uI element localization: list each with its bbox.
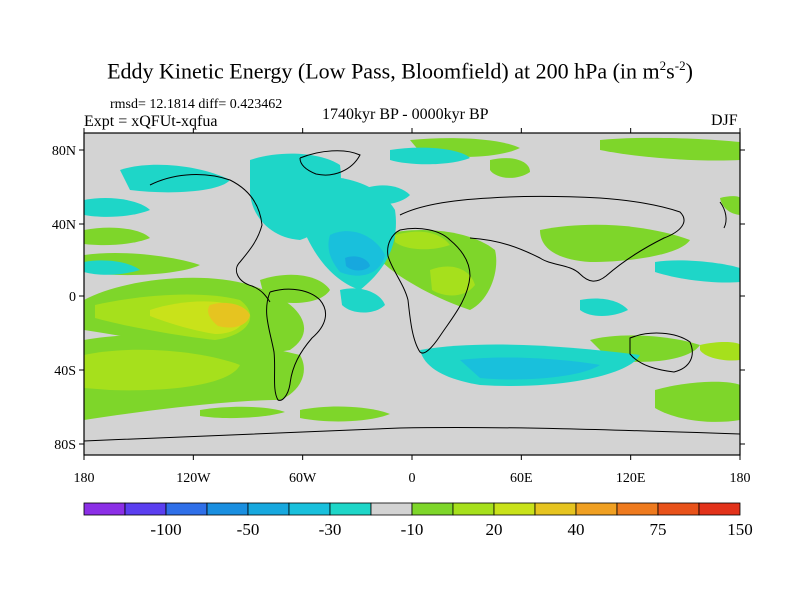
anomaly-field: [84, 137, 740, 422]
colorbar-swatch: [165, 502, 208, 516]
lat-tick-label: 80N: [52, 144, 76, 159]
colorbar-swatch: [411, 502, 454, 516]
lon-tick-label: 120E: [616, 471, 646, 486]
colorbar-swatch: [124, 502, 167, 516]
lon-tick-label: 120W: [176, 471, 211, 486]
longitude-axis: 180 120W 60W 0 60E 120E 180: [74, 128, 751, 486]
lat-tick-label: 40N: [52, 218, 76, 233]
period-label: 1740kyr BP - 0000kyr BP: [322, 106, 489, 123]
colorbar-swatch: [452, 502, 495, 516]
lon-tick-label: 60E: [510, 471, 533, 486]
colorbar-swatch: [329, 502, 372, 516]
lat-tick-label: 80S: [54, 438, 76, 453]
colorbar-label: 40: [568, 520, 585, 539]
colorbar-swatch: [698, 502, 741, 516]
colorbar-label: 20: [486, 520, 503, 539]
colorbar-label: -10: [401, 520, 424, 539]
map-title: Eddy Kinetic Energy (Low Pass, Bloomfiel…: [107, 58, 693, 84]
colorbar-label: -100: [150, 520, 181, 539]
colorbar-swatch: [206, 502, 249, 516]
colorbar-swatch: [370, 502, 413, 516]
colorbar-label: 75: [650, 520, 667, 539]
colorbar-swatch: [83, 502, 126, 516]
latitude-axis: 80N 40N 0 40S 80S: [52, 144, 745, 453]
colorbar-swatch: [575, 502, 618, 516]
lat-tick-label: 0: [69, 290, 76, 305]
colorbar-swatch: [616, 502, 659, 516]
colorbar-swatch: [657, 502, 700, 516]
stats-line: rmsd= 12.1814 diff= 0.423462: [110, 97, 283, 112]
lat-tick-label: 40S: [54, 364, 76, 379]
colorbar-label: -30: [319, 520, 342, 539]
season-label: DJF: [711, 112, 738, 129]
lon-tick-label: 60W: [289, 471, 317, 486]
colorbar: -100 -50 -30 -10 20 40 75 150: [83, 502, 753, 539]
experiment-label: Expt = xQFUt-xqfua: [84, 113, 218, 130]
lon-tick-label: 0: [409, 471, 416, 486]
coastlines: [84, 150, 740, 442]
colorbar-swatch: [288, 502, 331, 516]
lon-tick-label: 180: [730, 471, 751, 486]
colorbar-swatch: [493, 502, 536, 516]
colorbar-label: 150: [727, 520, 753, 539]
colorbar-swatch: [534, 502, 577, 516]
colorbar-swatch: [247, 502, 290, 516]
colorbar-label: -50: [237, 520, 260, 539]
lon-tick-label: 180: [74, 471, 95, 486]
